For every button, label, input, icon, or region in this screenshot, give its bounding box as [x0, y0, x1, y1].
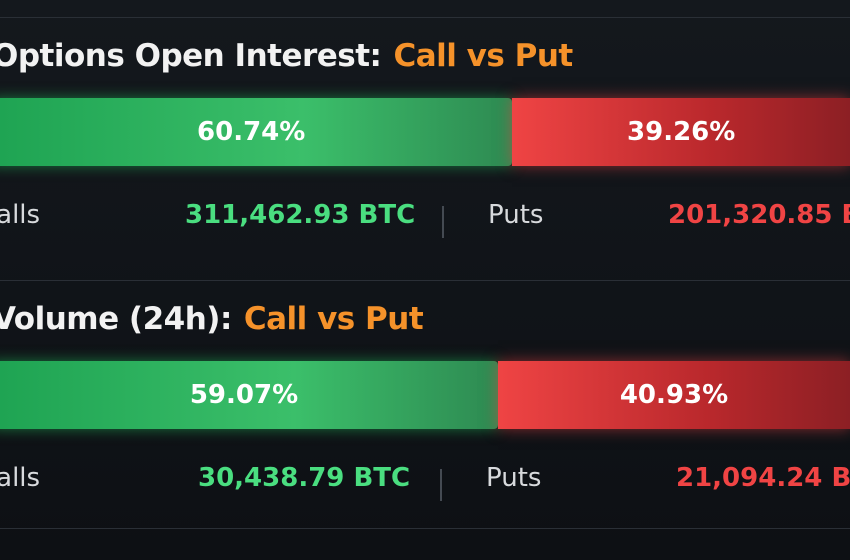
detail-row: Calls 311,462.93 BTC Puts 201,320.85 BTC [0, 188, 850, 238]
section: Options Open Interest: Call vs Put 60.74% 3… [0, 17, 850, 280]
detail-row: Calls 30,438.79 BTC Puts 21,094.24 BTC [0, 451, 850, 501]
percent-label: 60.74% [197, 117, 306, 147]
call-segment: 60.74% [0, 98, 513, 166]
title-text: Volume (24h): [0, 301, 232, 337]
section: Volume (24h): Call vs Put 59.07% 40.93% Call… [0, 280, 850, 543]
puts-value: 201,320.85 BTC [668, 200, 850, 230]
divider [440, 469, 442, 501]
percent-label: 59.07% [189, 380, 299, 410]
calls-label: Calls [0, 200, 41, 230]
divider [442, 206, 444, 238]
ratio-bar: 60.74% 39.26% [0, 98, 850, 166]
call-segment: 59.07% [0, 361, 498, 429]
puts-label: Puts [488, 200, 544, 230]
percent-label: 40.93% [619, 380, 729, 410]
put-segment: 40.93% [498, 361, 850, 429]
puts-value: 21,094.24 BTC [676, 463, 850, 493]
puts-label: Puts [486, 463, 542, 493]
percent-label: 39.26% [627, 117, 736, 147]
title-highlight: Call vs Put [393, 38, 573, 74]
calls-label: Calls [0, 463, 41, 493]
bottom-rule [0, 528, 850, 529]
put-segment: 39.26% [512, 98, 850, 166]
section-title: Options Open Interest: Call vs Put [0, 38, 573, 74]
calls-value: 311,462.93 BTC [185, 200, 416, 230]
title-text: Options Open Interest: [0, 38, 382, 74]
ratio-bar: 59.07% 40.93% [0, 361, 850, 429]
section-title: Volume (24h): Call vs Put [0, 301, 424, 337]
calls-value: 30,438.79 BTC [198, 463, 411, 493]
title-highlight: Call vs Put [243, 301, 424, 337]
